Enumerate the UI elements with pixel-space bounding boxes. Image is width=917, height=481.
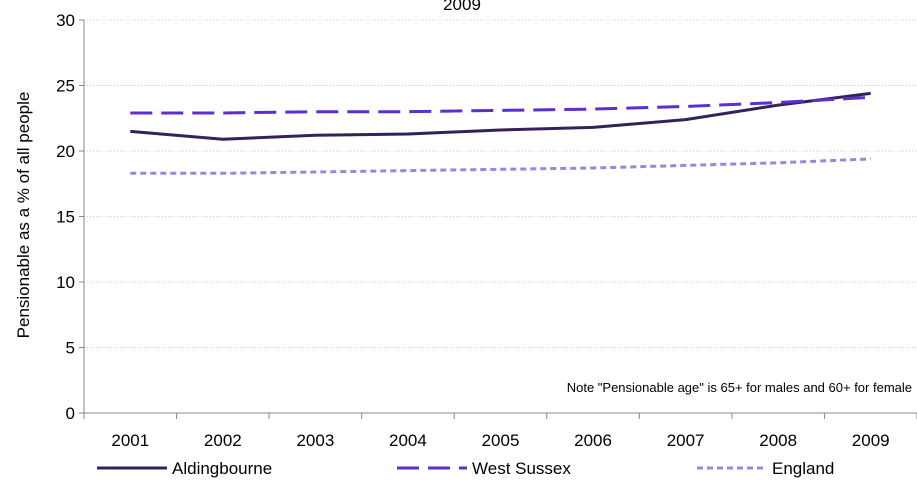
- y-tick-labels: 0 5 10 15 20 25 30: [56, 11, 75, 423]
- x-tick-label: 2001: [111, 431, 149, 450]
- x-tick-label: 2002: [204, 431, 242, 450]
- y-tick-label: 10: [56, 273, 75, 292]
- x-tick-label: 2003: [296, 431, 334, 450]
- x-tick-labels: 2001 2002 2003 2004 2005 2006 2007 2008 2009: [111, 431, 889, 450]
- y-tick-label: 0: [66, 404, 75, 423]
- x-tick-label: 2006: [574, 431, 612, 450]
- y-axis-label: Pensionable as a % of all people: [14, 92, 33, 339]
- x-tick-label: 2007: [667, 431, 705, 450]
- x-tick-label: 2008: [759, 431, 797, 450]
- legend-label: Aldingbourne: [172, 459, 272, 478]
- x-tick-label: 2005: [482, 431, 520, 450]
- axes: [79, 20, 917, 419]
- y-tick-label: 25: [56, 77, 75, 96]
- gridlines: [84, 20, 917, 348]
- series-line-west-sussex: [130, 97, 870, 113]
- y-tick-label: 30: [56, 11, 75, 30]
- x-tick-label: 2004: [389, 431, 427, 450]
- y-tick-label: 20: [56, 142, 75, 161]
- y-tick-label: 15: [56, 208, 75, 227]
- x-tick-label: 2009: [852, 431, 890, 450]
- series-line-aldingbourne: [130, 93, 870, 139]
- legend: Aldingbourne West Sussex England: [97, 459, 834, 478]
- annotation-note: Note "Pensionable age" is 65+ for males …: [567, 380, 912, 395]
- series-lines: [130, 93, 870, 173]
- chart-title: 2009: [443, 0, 481, 14]
- legend-label: West Sussex: [472, 459, 571, 478]
- legend-label: England: [772, 459, 834, 478]
- series-line-england: [130, 159, 870, 173]
- y-tick-label: 5: [66, 339, 75, 358]
